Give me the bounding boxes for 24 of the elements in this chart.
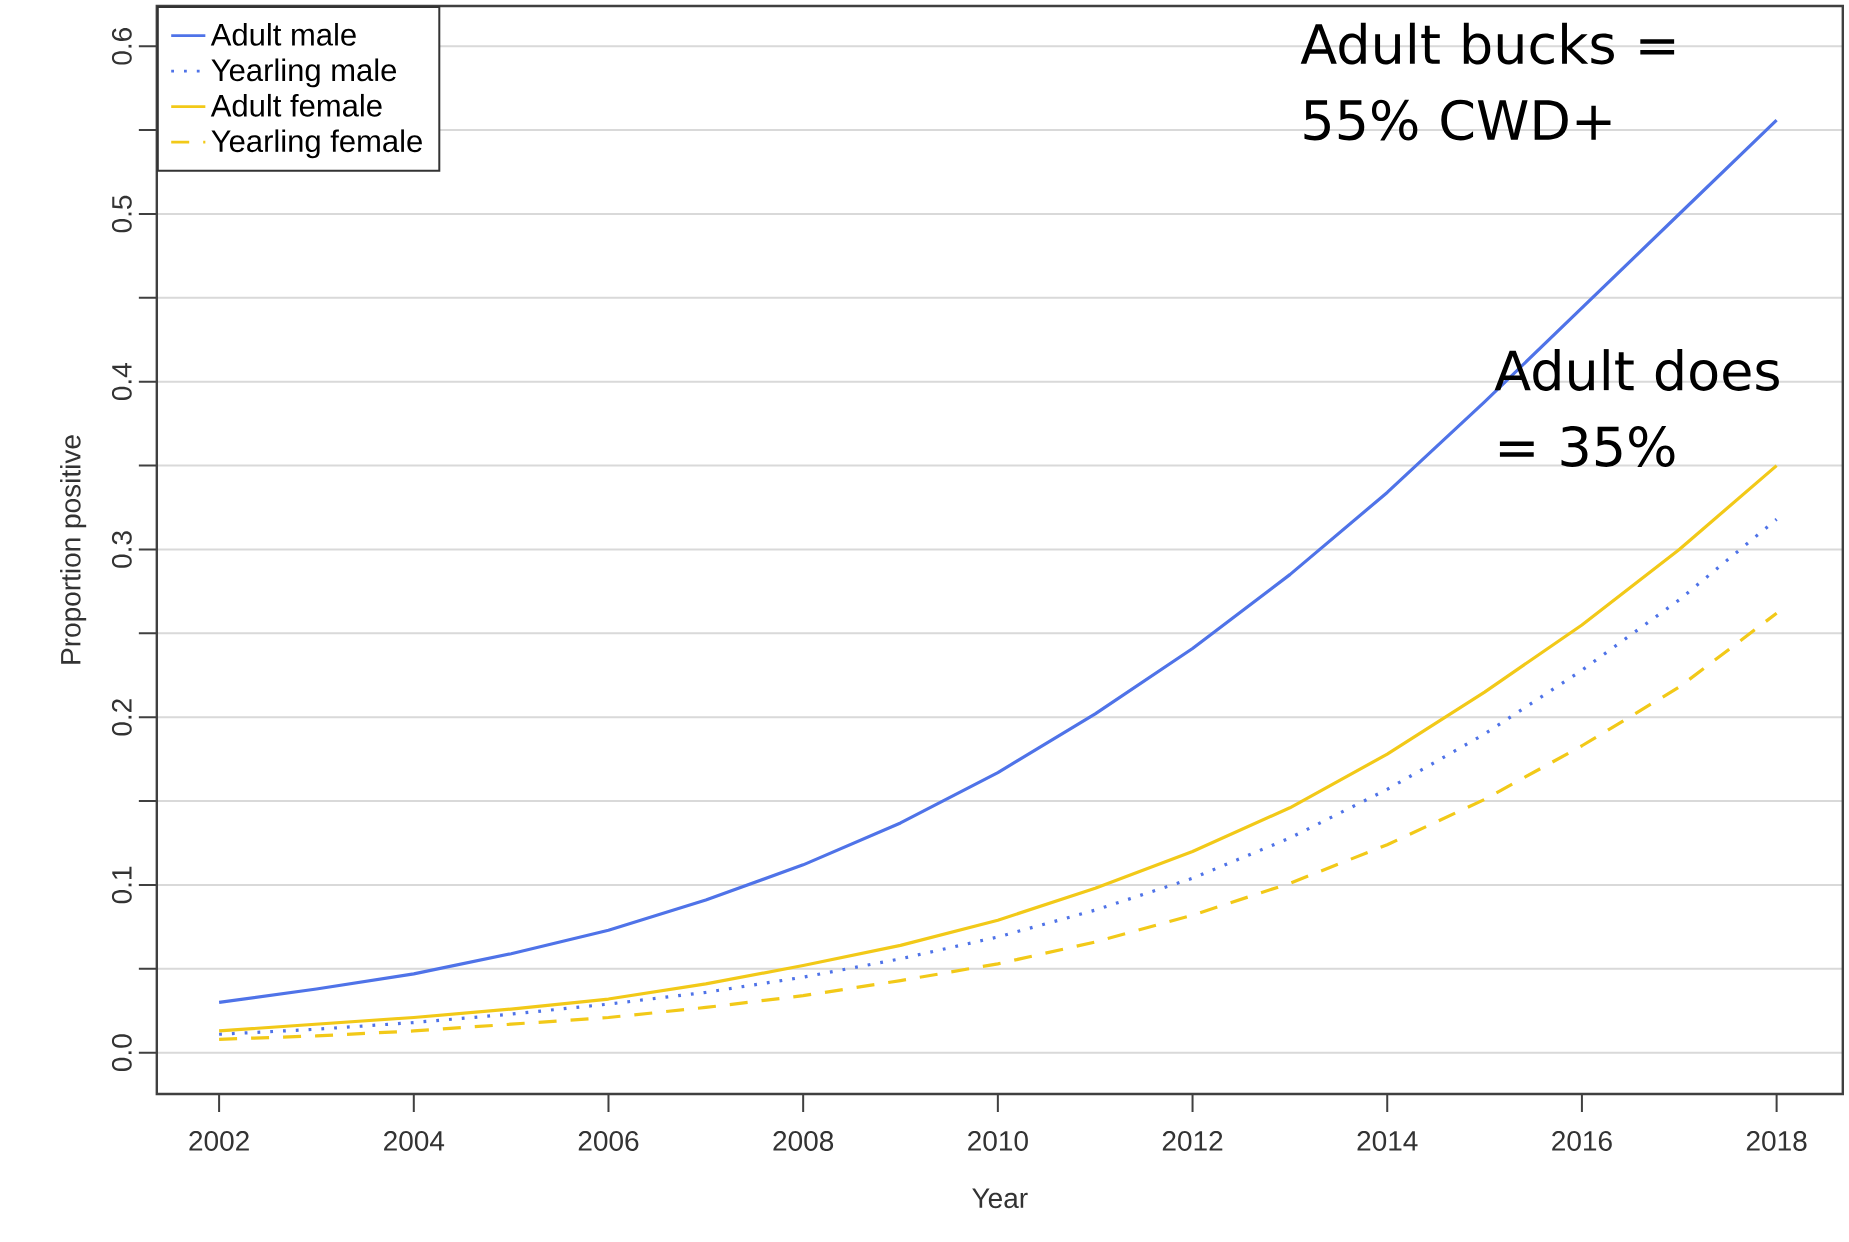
x-tick-label: 2008 — [773, 1131, 834, 1151]
y-tick-label: 0.5 — [111, 195, 132, 233]
y-tick-label: 0.4 — [111, 363, 132, 401]
x-axis-title: Year — [972, 1188, 1028, 1209]
x-tick-label: 2010 — [968, 1131, 1028, 1151]
y-tick-label: 0.0 — [111, 1034, 132, 1072]
annotation: Adult bucks = 55% CWD+ — [1300, 22, 1675, 141]
x-tick-label: 2016 — [1552, 1131, 1612, 1151]
legend-label: Adult female — [210, 93, 382, 117]
x-tick-label: 2012 — [1162, 1131, 1223, 1151]
legend-label: Yearling male — [211, 58, 397, 88]
x-tick-label: 2002 — [189, 1131, 249, 1151]
x-tick-label: 2018 — [1746, 1131, 1807, 1151]
y-tick-label: 0.1 — [111, 866, 132, 904]
y-axis-title: Proportion positive — [60, 435, 87, 664]
legend-label: Yearling female — [211, 129, 422, 159]
legend-label: Adult male — [210, 22, 356, 46]
x-tick-label: 2004 — [384, 1131, 445, 1151]
line-series — [217, 611, 1779, 1041]
y-tick-label: 0.2 — [111, 699, 132, 736]
x-tick-label: 2014 — [1357, 1131, 1418, 1151]
y-tick-label: 0.3 — [111, 531, 132, 568]
y-tick-label: 0.6 — [111, 28, 132, 65]
x-tick-label: 2006 — [578, 1131, 639, 1151]
